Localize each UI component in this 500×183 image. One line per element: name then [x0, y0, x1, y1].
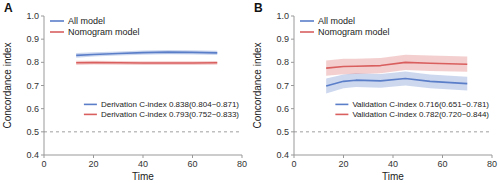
panel-label: B: [254, 1, 263, 15]
y-tick-label: 0.9: [276, 34, 289, 44]
legend-swatch: [50, 31, 64, 33]
x-tick-label: 60: [437, 159, 447, 169]
y-tick-label: 0.7: [276, 81, 289, 91]
x-axis-label: Time: [382, 171, 404, 182]
y-axis-label: Concordance index: [2, 42, 13, 128]
legend-label: All model: [318, 16, 355, 26]
x-tick: [242, 155, 243, 158]
legend-label: All model: [68, 16, 105, 26]
legend-swatch: [300, 31, 314, 33]
ci-band: [326, 72, 467, 94]
y-tick: [291, 131, 294, 132]
legend-label: Nomogram model: [68, 27, 140, 37]
x-tick: [44, 155, 45, 158]
legend-swatch: [50, 20, 64, 22]
x-tick: [393, 155, 394, 158]
annotation: Derivation C-index 0.793(0.752~0.833): [101, 110, 239, 119]
chart-root: 0.4 0.5 0.6 0.7 0.8 0.9 1.0 0 20 40 60 80 Time Concor…: [0, 0, 500, 183]
series-line: [326, 62, 467, 68]
y-tick: [41, 16, 44, 17]
series-line: [76, 62, 217, 64]
ci-band: [76, 50, 217, 58]
series-line: [326, 79, 467, 86]
y-tick: [41, 39, 44, 40]
ci-band: [76, 61, 217, 65]
y-tick-label: 0.8: [276, 57, 289, 67]
y-tick-label: 1.0: [276, 11, 289, 21]
legend: All modelNomogram model: [300, 16, 390, 37]
x-tick-label: 80: [487, 159, 497, 169]
y-tick-label: 0.8: [26, 57, 39, 67]
x-tick-label: 40: [138, 159, 148, 169]
annotation: Derivation C-index 0.838(0.804~0.871): [101, 100, 239, 109]
y-tick: [291, 85, 294, 86]
panel-label: A: [4, 1, 13, 15]
y-tick: [291, 39, 294, 40]
y-tick-label: 1.0: [26, 11, 39, 21]
annotation-swatch: [335, 114, 348, 116]
x-tick: [143, 155, 144, 158]
reference-line: [44, 131, 242, 132]
x-tick: [492, 155, 493, 158]
y-tick-label: 0.4: [26, 150, 39, 160]
x-tick-label: 80: [237, 159, 247, 169]
reference-line: [294, 131, 492, 132]
y-tick: [41, 108, 44, 109]
x-tick-label: 0: [291, 159, 296, 169]
plot-area: [294, 55, 492, 132]
annotation-swatch: [84, 104, 97, 106]
y-tick-label: 0.6: [276, 104, 289, 114]
y-axis-label: Concordance index: [252, 42, 263, 128]
x-tick: [192, 155, 193, 158]
y-tick-label: 0.5: [276, 127, 289, 137]
y-tick: [41, 85, 44, 86]
x-tick: [442, 155, 443, 158]
y-tick: [41, 131, 44, 132]
annotation-swatch: [335, 104, 348, 106]
panel: 0.4 0.5 0.6 0.7 0.8 0.9 1.0 0 20 40 60 80 Time Concor…: [2, 1, 247, 182]
x-tick-label: 40: [388, 159, 398, 169]
y-tick-label: 0.4: [276, 150, 289, 160]
y-tick: [291, 108, 294, 109]
y-tick: [291, 62, 294, 63]
x-axis-label: Time: [132, 171, 154, 182]
series-line: [76, 52, 217, 55]
y-tick-label: 0.7: [26, 81, 39, 91]
x-tick-label: 60: [187, 159, 197, 169]
plot-area: [44, 50, 242, 132]
y-tick: [291, 16, 294, 17]
ci-band: [326, 55, 467, 76]
annotation-legend: Validation C-index 0.716(0.651~0.781)Val…: [335, 100, 489, 119]
x-tick-label: 20: [88, 159, 98, 169]
y-tick-label: 0.5: [26, 127, 39, 137]
annotation-legend: Derivation C-index 0.838(0.804~0.871)Der…: [84, 100, 239, 119]
legend-label: Nomogram model: [318, 27, 390, 37]
legend-swatch: [300, 20, 314, 22]
x-tick: [93, 155, 94, 158]
x-tick: [343, 155, 344, 158]
y-tick-label: 0.9: [26, 34, 39, 44]
x-tick-label: 20: [338, 159, 348, 169]
legend: All modelNomogram model: [50, 16, 140, 37]
y-tick-label: 0.6: [26, 104, 39, 114]
x-tick: [294, 155, 295, 158]
annotation-swatch: [84, 114, 97, 116]
panel: 0.4 0.5 0.6 0.7 0.8 0.9 1.0 0 20 40 60 80 Time Concor…: [252, 1, 497, 182]
y-tick: [41, 62, 44, 63]
x-tick-label: 0: [41, 159, 46, 169]
annotation: Validation C-index 0.716(0.651~0.781): [352, 100, 489, 109]
annotation: Validation C-index 0.782(0.720~0.844): [352, 110, 489, 119]
